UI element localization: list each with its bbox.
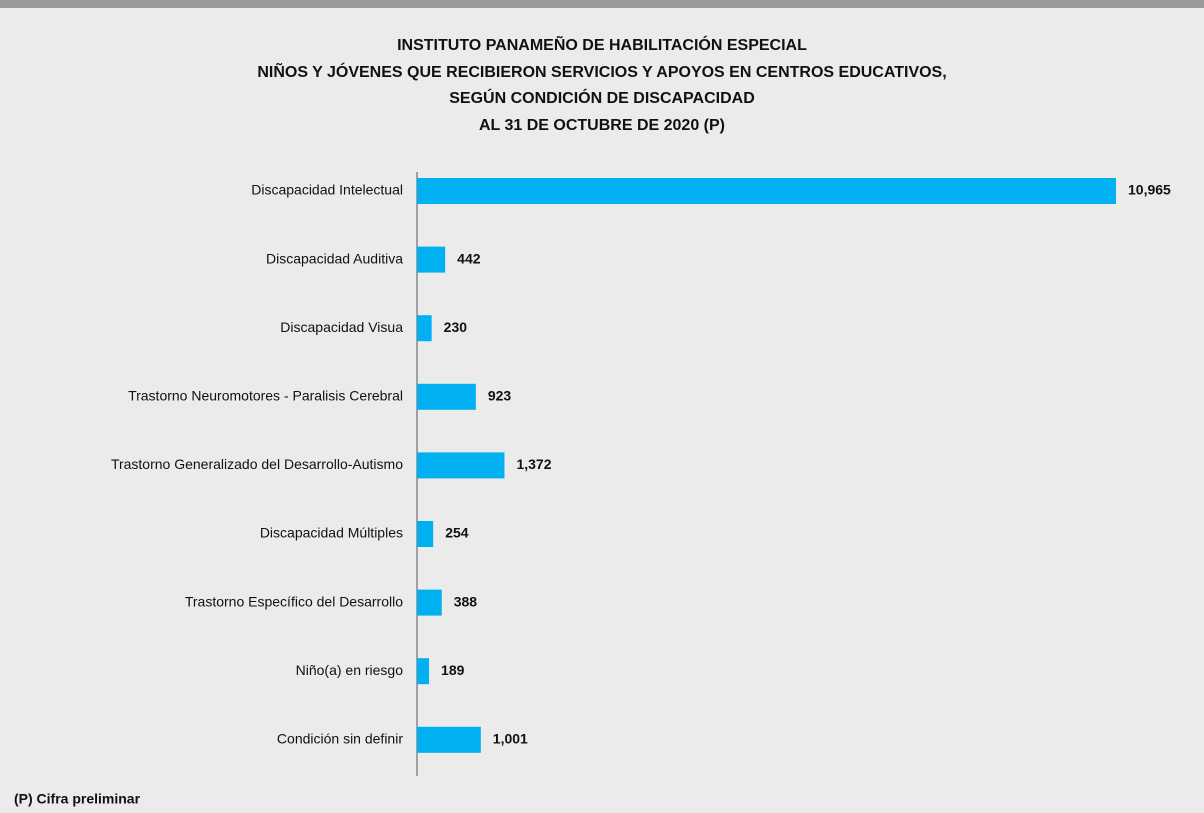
chart-title: INSTITUTO PANAMEÑO DE HABILITACIÓN ESPEC… [397, 34, 807, 54]
value-label: 442 [457, 250, 481, 266]
footnote: (P) Cifra preliminar [14, 791, 141, 807]
category-label: Discapacidad Auditiva [266, 250, 403, 266]
category-label: Niño(a) en riesgo [296, 662, 404, 678]
bar [417, 383, 476, 410]
bar [417, 178, 1116, 204]
category-label: Trastorno Específico del Desarrollo [185, 593, 403, 609]
value-label: 254 [445, 525, 469, 541]
category-label: Discapacidad Visua [280, 319, 403, 335]
bar [417, 246, 446, 273]
bar [417, 589, 442, 616]
value-label: 230 [444, 319, 468, 335]
value-label: 189 [441, 662, 465, 678]
value-label: 388 [454, 593, 478, 609]
category-label: Discapacidad Múltiples [260, 525, 403, 541]
value-label: 1,372 [516, 456, 551, 472]
bar [417, 658, 430, 685]
bar [417, 452, 505, 479]
bar [417, 726, 481, 753]
category-label: Trastorno Neuromotores - Paralisis Cereb… [128, 388, 403, 404]
top-bar [0, 0, 1204, 8]
value-label: 1,001 [493, 731, 528, 747]
category-label: Trastorno Generalizado del Desarrollo-Au… [111, 456, 403, 472]
value-label: 10,965 [1128, 182, 1171, 198]
category-label: Condición sin definir [277, 731, 403, 747]
value-label: 923 [488, 388, 512, 404]
chart-title: SEGÚN CONDICIÓN DE DISCAPACIDAD [449, 88, 755, 107]
bar [417, 315, 432, 342]
chart-title: NIÑOS Y JÓVENES QUE RECIBIERON SERVICIOS… [257, 61, 946, 81]
chart-title: AL 31 DE OCTUBRE DE 2020 (P) [479, 117, 725, 134]
category-label: Discapacidad Intelectual [251, 182, 403, 198]
bar [417, 521, 434, 547]
